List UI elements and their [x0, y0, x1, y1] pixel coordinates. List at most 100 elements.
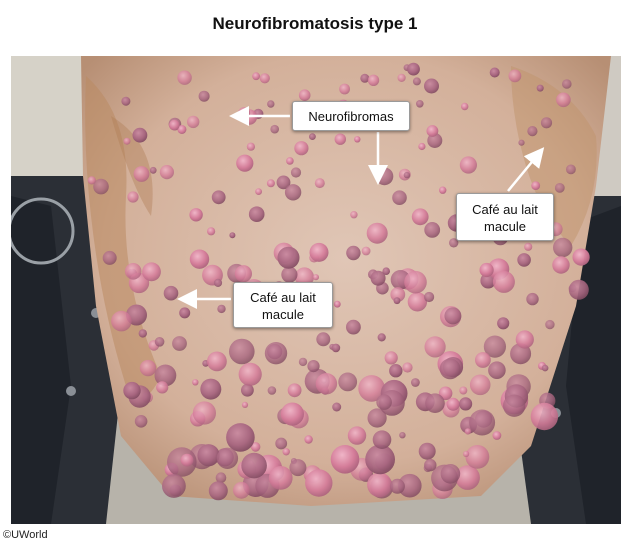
neurofibroma-nodule	[156, 381, 169, 394]
neurofibroma-nodule	[208, 481, 228, 501]
neurofibroma-nodule	[241, 383, 254, 397]
neurofibroma-nodule	[427, 133, 443, 148]
neurofibroma-nodule	[339, 83, 350, 95]
neurofibroma-nodule	[540, 117, 553, 129]
neurofibroma-nodule	[399, 432, 406, 439]
neurofibroma-nodule	[111, 310, 132, 332]
neurofibroma-nodule	[393, 297, 401, 305]
neurofibroma-nodule	[354, 136, 361, 143]
neurofibroma-nodule	[234, 265, 252, 283]
neurofibroma-nodule	[298, 357, 308, 367]
neurofibroma-nodule	[367, 472, 392, 498]
neurofibroma-nodule	[541, 364, 549, 372]
neurofibroma-nodule	[332, 402, 342, 412]
neurofibroma-nodule	[424, 291, 435, 303]
neurofibroma-nodule	[449, 238, 459, 248]
neurofibroma-nodule	[284, 184, 302, 201]
neurofibroma-nodule	[338, 372, 358, 392]
neurofibroma-nodule	[518, 139, 525, 146]
neurofibroma-nodule	[425, 393, 445, 414]
neurofibroma-nodule	[162, 474, 186, 498]
neurofibroma-nodule	[226, 423, 255, 452]
neurofibroma-nodule	[424, 222, 441, 238]
neurofibroma-nodule	[138, 329, 147, 338]
neurofibroma-nodule	[475, 352, 491, 368]
neurofibroma-nodule	[268, 466, 293, 490]
label-cafe-left-line1: Café au lait	[250, 290, 316, 305]
neurofibroma-nodule	[384, 351, 398, 365]
neurofibroma-nodule	[241, 452, 267, 479]
neurofibroma-nodule	[177, 125, 187, 134]
neurofibroma-nodule	[526, 292, 539, 306]
neurofibroma-nodule	[304, 435, 313, 444]
label-cafe-left-line2: macule	[262, 307, 304, 322]
neurofibroma-nodule	[246, 142, 255, 151]
neurofibroma-nodule	[365, 444, 395, 475]
neurofibroma-nodule	[286, 157, 294, 165]
neurofibroma-nodule	[213, 278, 223, 287]
neurofibroma-nodule	[277, 246, 300, 269]
neurofibroma-nodule	[276, 175, 291, 190]
neurofibroma-nodule	[366, 222, 388, 244]
neurofibroma-nodule	[418, 142, 426, 151]
neurofibroma-nodule	[361, 246, 371, 256]
neurofibroma-nodule	[398, 473, 422, 498]
label-cafe-au-lait-right: Café au lait macule	[456, 193, 554, 241]
neurofibroma-nodule	[392, 190, 407, 205]
neurofibroma-nodule	[377, 333, 386, 342]
neurofibroma-nodule	[426, 125, 439, 137]
neurofibroma-nodule	[459, 156, 477, 174]
neurofibroma-nodule	[124, 263, 142, 280]
neurofibroma-nodule	[189, 249, 210, 269]
copyright-notice: ©UWorld	[3, 529, 48, 541]
neurofibroma-nodule	[267, 386, 277, 395]
neurofibroma-nodule	[198, 90, 210, 102]
neurofibroma-nodule	[497, 317, 510, 330]
neurofibroma-nodule	[179, 307, 191, 319]
neurofibroma-nodule	[347, 426, 367, 445]
neurofibroma-nodule	[207, 227, 216, 236]
neurofibroma-nodule	[503, 394, 526, 417]
neurofibroma-nodule	[492, 431, 502, 440]
neurofibroma-nodule	[488, 361, 506, 380]
neurofibroma-nodule	[211, 190, 226, 205]
neurofibroma-nodule	[572, 248, 590, 266]
neurofibroma-nodule	[492, 270, 515, 293]
neurofibroma-nodule	[163, 285, 179, 301]
neurofibroma-nodule	[455, 465, 480, 490]
neurofibroma-nodule	[334, 133, 346, 145]
neurofibroma-nodule	[282, 448, 290, 456]
neurofibroma-nodule	[562, 79, 572, 89]
neurofibroma-nodule	[248, 206, 265, 222]
neurofibroma-nodule	[215, 472, 227, 484]
neurofibroma-nodule	[439, 358, 461, 380]
neurofibroma-nodule	[149, 166, 157, 174]
neurofibroma-nodule	[411, 208, 429, 226]
neurofibroma-nodule	[372, 430, 392, 450]
neurofibroma-nodule	[459, 397, 473, 411]
neurofibroma-nodule	[568, 279, 589, 300]
neurofibroma-nodule	[360, 73, 370, 83]
neurofibroma-nodule	[229, 338, 255, 365]
neurofibroma-nodule	[346, 245, 361, 261]
neurofibroma-nodule	[424, 78, 439, 94]
neurofibroma-nodule	[358, 375, 385, 402]
neurofibroma-nodule	[217, 304, 226, 314]
neurofibroma-nodule	[238, 362, 262, 386]
neurofibroma-nodule	[127, 191, 139, 203]
neurofibroma-nodule	[180, 453, 194, 467]
neurofibroma-nodule	[250, 442, 261, 452]
neurofibroma-nodule	[350, 211, 358, 219]
neurofibroma-nodule	[169, 119, 180, 131]
neurofibroma-nodule	[229, 232, 236, 239]
neurofibroma-nodule	[267, 100, 275, 108]
neurofibroma-nodule	[123, 137, 131, 145]
neurofibroma-nodule	[154, 337, 165, 347]
neurofibroma-nodule	[142, 262, 161, 282]
neurofibroma-nodule	[314, 178, 325, 189]
neurofibroma-nodule	[172, 336, 187, 351]
neurofibroma-nodule	[315, 373, 338, 395]
neurofibroma-nodule	[177, 70, 192, 85]
neurofibroma-nodule	[403, 171, 411, 179]
neurofibroma-nodule	[424, 336, 446, 358]
